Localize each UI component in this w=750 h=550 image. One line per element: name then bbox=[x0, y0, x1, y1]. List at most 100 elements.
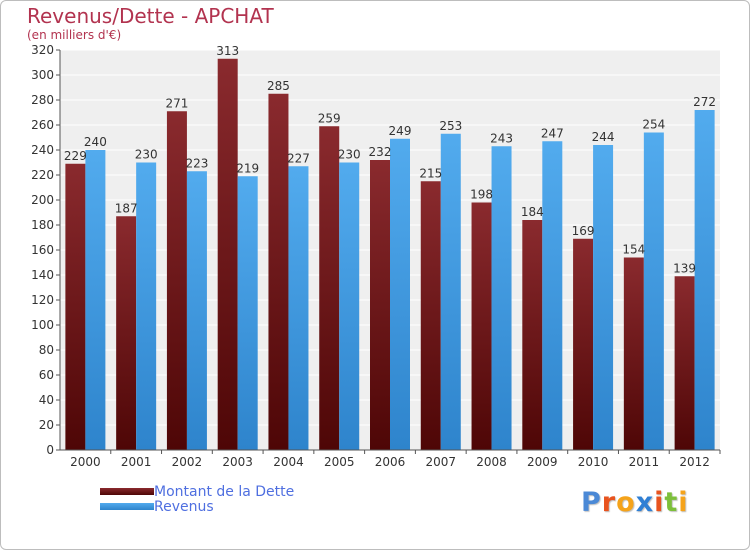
bar-revenus bbox=[136, 162, 157, 450]
x-tick-label: 2003 bbox=[222, 455, 253, 469]
bar-revenus bbox=[339, 162, 360, 450]
x-tick-label: 2009 bbox=[527, 455, 558, 469]
logo-letter: o bbox=[616, 487, 636, 518]
bar-revenus bbox=[390, 138, 410, 450]
data-label: 230 bbox=[135, 148, 158, 162]
data-label: 249 bbox=[389, 124, 412, 138]
data-label: 285 bbox=[267, 79, 290, 93]
proxiti-logo: Proxiti bbox=[581, 487, 689, 518]
y-tick-label: 180 bbox=[31, 218, 54, 232]
bar-dette bbox=[471, 202, 492, 450]
x-tick-label: 2001 bbox=[121, 455, 152, 469]
logo-letter: P bbox=[581, 487, 602, 518]
data-label: 215 bbox=[419, 166, 442, 180]
data-label: 184 bbox=[521, 205, 544, 219]
y-tick-label: 220 bbox=[31, 168, 54, 182]
y-tick-label: 140 bbox=[31, 268, 54, 282]
legend-swatch-revenus bbox=[100, 503, 154, 510]
x-tick-label: 2008 bbox=[476, 455, 507, 469]
legend-label-revenus: Revenus bbox=[154, 499, 214, 515]
bar-revenus bbox=[237, 176, 258, 450]
bar-dette bbox=[674, 276, 695, 450]
x-tick-label: 2012 bbox=[679, 455, 710, 469]
y-tick-label: 200 bbox=[31, 193, 54, 207]
y-tick-label: 20 bbox=[39, 418, 54, 432]
logo-letter: i bbox=[678, 487, 689, 518]
x-tick-label: 2000 bbox=[70, 455, 101, 469]
bar-dette bbox=[65, 163, 86, 450]
bar-dette bbox=[268, 93, 289, 450]
data-label: 271 bbox=[165, 96, 188, 110]
data-label: 230 bbox=[338, 148, 361, 162]
y-tick-label: 0 bbox=[46, 443, 54, 457]
bar-revenus bbox=[186, 171, 207, 450]
bar-revenus bbox=[440, 133, 461, 450]
data-label: 187 bbox=[115, 201, 138, 215]
data-label: 229 bbox=[64, 149, 87, 163]
data-label: 232 bbox=[369, 145, 392, 159]
data-label: 198 bbox=[470, 188, 493, 202]
y-tick-label: 160 bbox=[31, 243, 54, 257]
data-label: 227 bbox=[287, 151, 310, 165]
bar-dette bbox=[420, 181, 441, 450]
bar-revenus bbox=[491, 146, 512, 450]
data-label: 154 bbox=[622, 243, 645, 257]
bar-revenus bbox=[643, 132, 664, 450]
y-tick-label: 240 bbox=[31, 143, 54, 157]
x-tick-label: 2010 bbox=[578, 455, 609, 469]
x-tick-label: 2011 bbox=[629, 455, 660, 469]
data-label: 243 bbox=[490, 131, 513, 145]
data-label: 254 bbox=[642, 118, 665, 132]
y-tick-label: 120 bbox=[31, 293, 54, 307]
y-tick-label: 40 bbox=[39, 393, 54, 407]
x-tick-label: 2004 bbox=[273, 455, 304, 469]
data-label: 139 bbox=[673, 261, 696, 275]
x-tick-label: 2002 bbox=[172, 455, 203, 469]
bars bbox=[65, 58, 715, 450]
y-tick-label: 80 bbox=[39, 343, 54, 357]
bar-revenus bbox=[542, 141, 563, 450]
y-tick-label: 300 bbox=[31, 68, 54, 82]
bar-dette bbox=[623, 257, 644, 450]
bar-revenus bbox=[593, 145, 614, 450]
data-label: 240 bbox=[84, 135, 107, 149]
data-label: 253 bbox=[439, 119, 462, 133]
x-tick-label: 2005 bbox=[324, 455, 355, 469]
bar-dette bbox=[573, 238, 594, 450]
logo-letter: r bbox=[601, 487, 617, 518]
data-label: 313 bbox=[216, 44, 239, 58]
bar-dette bbox=[370, 160, 390, 450]
x-tick-label: 2006 bbox=[375, 455, 406, 469]
data-label: 247 bbox=[541, 126, 564, 140]
y-tick-label: 100 bbox=[31, 318, 54, 332]
data-label: 244 bbox=[592, 130, 615, 144]
y-tick-label: 60 bbox=[39, 368, 54, 382]
data-label: 259 bbox=[318, 111, 341, 125]
bar-dette bbox=[217, 58, 238, 450]
data-label: 272 bbox=[693, 95, 716, 109]
bar-dette bbox=[319, 126, 340, 450]
y-tick-label: 260 bbox=[31, 118, 54, 132]
bar-dette bbox=[522, 220, 543, 450]
logo-letter: i bbox=[654, 487, 665, 518]
legend-label-dette: Montant de la Dette bbox=[154, 484, 295, 500]
data-label: 169 bbox=[572, 224, 595, 238]
bar-dette bbox=[166, 111, 187, 450]
logo-letter: x bbox=[635, 487, 655, 518]
logo-letter: t bbox=[664, 487, 679, 518]
data-label: 223 bbox=[185, 156, 208, 170]
bar-dette bbox=[116, 216, 137, 450]
y-tick-label: 280 bbox=[31, 93, 54, 107]
legend-swatch-dette bbox=[100, 488, 154, 495]
x-tick-label: 2007 bbox=[425, 455, 456, 469]
y-tick-label: 320 bbox=[31, 43, 54, 57]
chart-title: Revenus/Dette - APCHAT bbox=[27, 4, 274, 28]
data-label: 219 bbox=[236, 161, 259, 175]
bar-revenus bbox=[85, 150, 106, 450]
chart-subtitle: (en milliers d'€) bbox=[27, 28, 122, 42]
bar-revenus bbox=[694, 110, 715, 450]
axes: 0 20 40 60 80 100 120 140 160 180 200 220 240 260 280 3… bbox=[31, 43, 721, 469]
bar-revenus bbox=[288, 166, 309, 450]
